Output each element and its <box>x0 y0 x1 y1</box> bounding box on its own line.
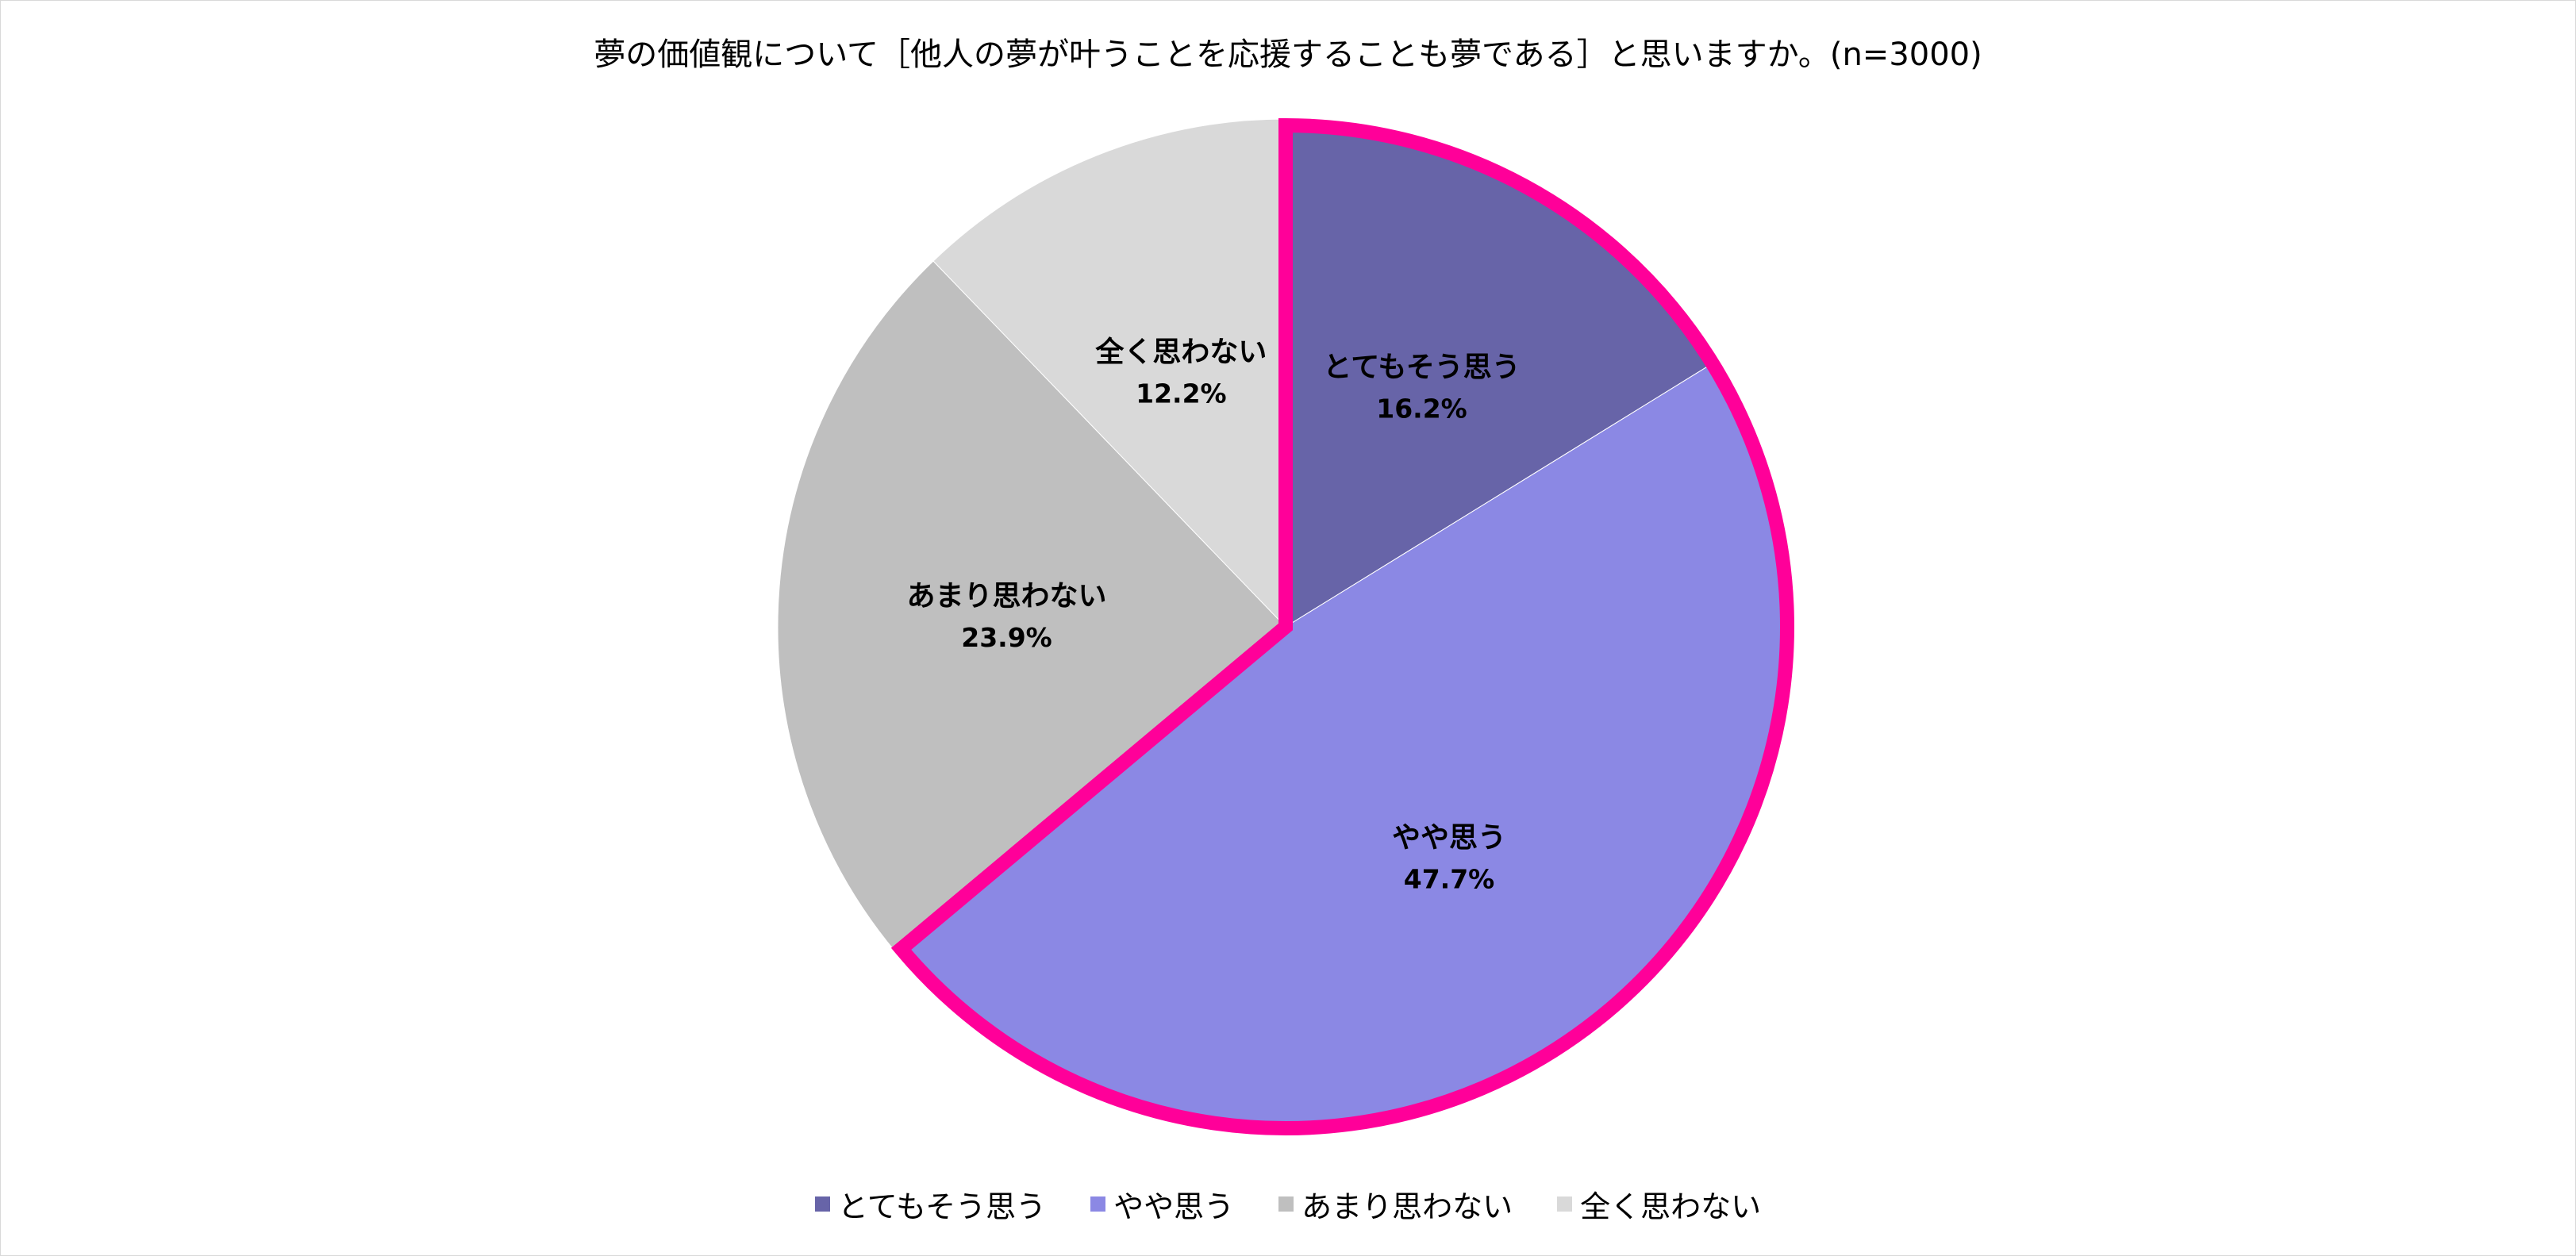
slice-label-2: やや思う <box>1392 821 1506 854</box>
legend-label: 全く思わない <box>1580 1189 1762 1224</box>
slice-label-3: あまり思わない <box>906 580 1106 613</box>
legend-item-4: 全く思わない <box>1557 1182 1761 1226</box>
highlight-outline <box>890 117 1794 1135</box>
slice-value-label-4: 12.2% <box>1136 378 1227 409</box>
pie-slice-4 <box>932 118 1286 628</box>
legend-label: とてもそう思う <box>837 1189 1047 1224</box>
legend-swatch <box>1090 1196 1106 1212</box>
legend-swatch <box>1278 1196 1294 1212</box>
legend-item-2: やや思う <box>1090 1182 1234 1226</box>
chart-title: 夢の価値観について［他人の夢が叶うことを応援することも夢である］と思いますか。(… <box>594 36 1982 73</box>
labels-layer: とてもそう思う 16.2% やや思う 47.7% あまり思わない 23.9% 全く思わない 1… <box>906 336 1520 895</box>
slice-value-label-1: 16.2% <box>1376 394 1467 424</box>
highlight-layer <box>890 117 1794 1135</box>
legend-label: やや思う <box>1113 1189 1235 1224</box>
legend-swatch <box>1557 1196 1573 1212</box>
slice-value-label-3: 23.9% <box>961 622 1052 653</box>
legend-label: あまり思わない <box>1301 1189 1513 1224</box>
slice-label-1: とてもそう思う <box>1323 351 1520 384</box>
legend-swatch <box>814 1196 830 1212</box>
legend: とてもそう思う やや思う あまり思わない 全く思わない <box>0 1182 2576 1226</box>
slice-value-label-2: 47.7% <box>1404 863 1495 894</box>
legend-item-3: あまり思わない <box>1278 1182 1513 1226</box>
legend-item-1: とてもそう思う <box>814 1182 1047 1226</box>
slices-layer <box>777 118 1794 1135</box>
slice-label-4: 全く思わない <box>1094 336 1267 369</box>
pie-slice-3 <box>777 260 1286 954</box>
